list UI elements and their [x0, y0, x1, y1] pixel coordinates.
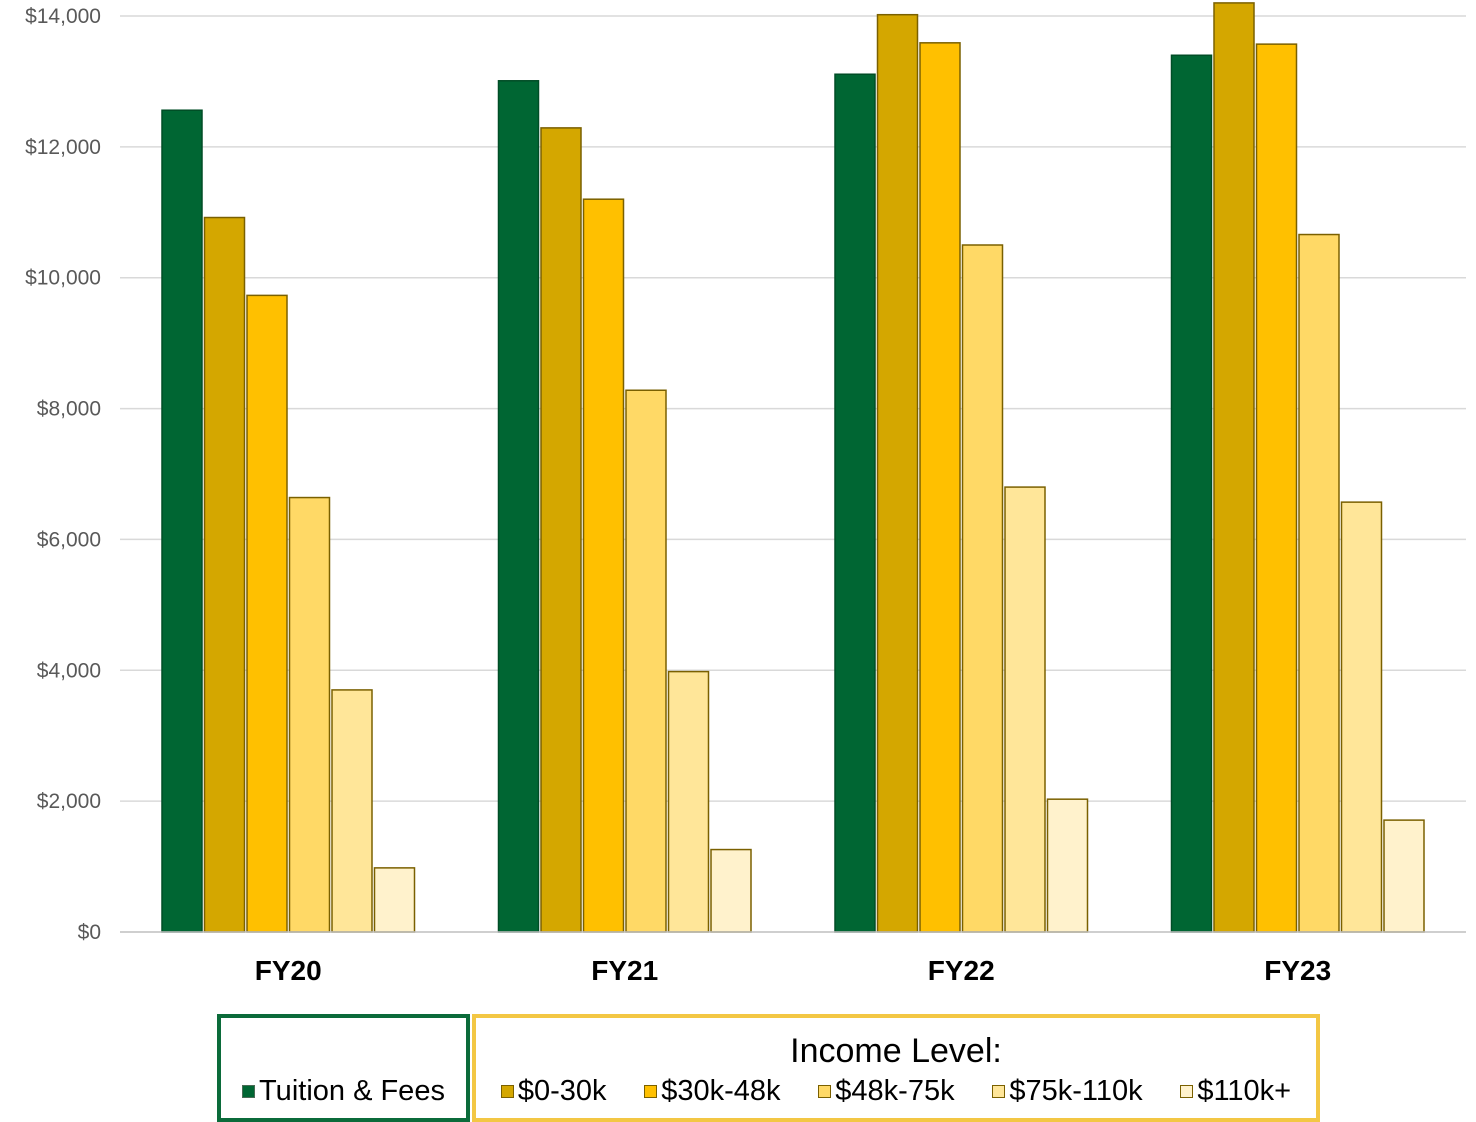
- bar-fy23-series-2: [1255, 43, 1298, 933]
- bar-fy22-series-2: [919, 42, 961, 933]
- y-axis-tick-labels: $0 $2,000 $4,000 $6,000 $8,000 $10,000 $12,000…: [25, 5, 101, 944]
- legend-entry: $0-30k: [500, 1075, 607, 1108]
- bar-fy22-series-0: [834, 73, 876, 933]
- bar-fy21-series-1: [540, 127, 582, 933]
- y-tick-label: $6,000: [37, 528, 101, 551]
- legend-entry: $75k-110k: [992, 1075, 1143, 1108]
- bar-fy23-series-3: [1298, 233, 1340, 933]
- legend-entry: $30k-48k: [644, 1075, 781, 1108]
- x-category-label: FY20: [255, 955, 322, 986]
- bar-fy23-series-5: [1383, 819, 1425, 933]
- legend-income-box: Income Level: $0-30k $30k-48k $48k-75k $75k…: [472, 1014, 1320, 1122]
- x-category-label: FY22: [928, 955, 995, 986]
- bar-fy22-series-3: [961, 244, 1004, 933]
- y-tick-label: $2,000: [37, 790, 101, 813]
- legend-tuition-box: Tuition & Fees: [217, 1014, 470, 1122]
- x-axis-category-labels: FY20 FY21 FY22 FY23: [255, 955, 1331, 986]
- legend-entry: $110k+: [1180, 1075, 1291, 1108]
- bar-fy22-series-4: [1004, 486, 1046, 933]
- legend-swatch: [644, 1085, 658, 1098]
- x-category-label: FY23: [1264, 955, 1331, 986]
- y-tick-label: $0: [78, 921, 101, 944]
- legend-entry: Tuition & Fees: [242, 1075, 445, 1108]
- bar-fy20-series-1: [203, 216, 246, 933]
- legend-label: $30k-48k: [661, 1075, 781, 1107]
- legend-swatch: [992, 1085, 1006, 1098]
- legend-row-income: $0-30k $30k-48k $48k-75k $75k-110k $110k+: [476, 1075, 1316, 1108]
- legend-row-tuition: Tuition & Fees: [221, 1075, 466, 1108]
- bars: [161, 2, 1425, 933]
- legend-label: Tuition & Fees: [259, 1075, 445, 1107]
- legend-swatch: [242, 1085, 256, 1098]
- bar-fy21-series-0: [497, 80, 540, 933]
- bar-fy21-series-2: [582, 198, 625, 933]
- legend-swatch: [1180, 1085, 1194, 1098]
- bar-fy23-series-1: [1213, 2, 1255, 933]
- bar-fy20-series-2: [246, 294, 288, 933]
- bar-fy22-series-1: [876, 13, 919, 933]
- x-category-label: FY21: [591, 955, 658, 986]
- bar-fy20-series-3: [288, 496, 331, 933]
- bar-fy23-series-0: [1170, 54, 1213, 933]
- legend-label: $75k-110k: [1009, 1075, 1143, 1107]
- bar-fy21-series-5: [710, 848, 752, 933]
- y-tick-label: $10,000: [25, 267, 101, 290]
- y-tick-label: $12,000: [25, 136, 101, 159]
- bar-fy20-series-4: [331, 689, 373, 933]
- bar-fy21-series-4: [667, 670, 710, 933]
- y-tick-label: $8,000: [37, 398, 101, 421]
- legend-swatch: [818, 1085, 832, 1098]
- legend-income-title: Income Level:: [790, 1032, 1002, 1070]
- legend-label: $0-30k: [517, 1075, 607, 1107]
- y-tick-label: $4,000: [37, 659, 101, 682]
- bar-fy22-series-5: [1046, 798, 1089, 933]
- y-tick-label: $14,000: [25, 5, 101, 28]
- bar-fy21-series-3: [625, 389, 667, 933]
- legend-label: $48k-75k: [835, 1075, 955, 1107]
- bar-fy20-series-0: [161, 109, 203, 933]
- bar-fy23-series-4: [1340, 501, 1383, 933]
- gridlines: [120, 15, 1466, 802]
- legend-entry: $48k-75k: [818, 1075, 955, 1108]
- bar-fy20-series-5: [373, 867, 416, 933]
- legend-label: $110k+: [1197, 1075, 1292, 1107]
- legend-swatch: [500, 1085, 514, 1098]
